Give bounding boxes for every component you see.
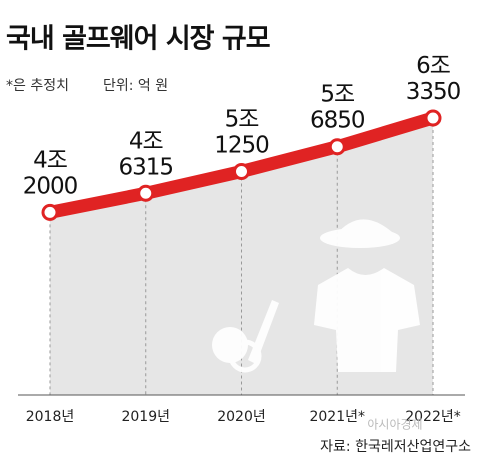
x-tick-label: 2020년 — [217, 409, 266, 425]
mark-layer: 4조 2000 2018년 4조 6315 2019년 5조 1250 2020년 5조 6850 2… — [23, 52, 462, 425]
point — [137, 184, 155, 202]
x-tick-label: 2019년 — [121, 409, 170, 425]
value-label: 4조 2000 — [23, 147, 78, 199]
x-tick-label: 2018년 — [26, 409, 75, 425]
shirt — [314, 268, 420, 372]
x-tick-label: 2021년* — [309, 409, 365, 425]
unit: 단위: 억 원 — [103, 78, 168, 94]
point — [328, 138, 346, 156]
value-label: 4조 6315 — [118, 128, 173, 180]
chart-title: 국내 골프웨어 시장 규모 — [6, 24, 270, 55]
point — [424, 109, 442, 127]
bag — [228, 339, 262, 373]
value-label: 6조 3350 — [406, 52, 461, 104]
note: *은 추정치 — [6, 78, 69, 94]
illustration — [212, 219, 420, 373]
point — [41, 203, 59, 221]
watermark: 아시아경제 — [367, 418, 422, 432]
hat-crown — [335, 219, 392, 236]
value-label: 5조 1250 — [214, 106, 269, 158]
value-label: 5조 6850 — [310, 81, 365, 133]
source: 자료: 한국레저산업연구소 — [320, 439, 471, 455]
x-tick-label: 2022년* — [405, 409, 461, 425]
point — [233, 162, 250, 180]
ball — [212, 327, 248, 363]
